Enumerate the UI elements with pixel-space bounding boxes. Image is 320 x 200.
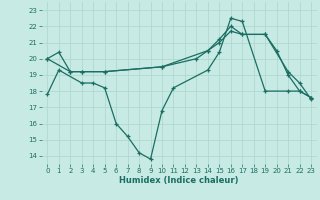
X-axis label: Humidex (Indice chaleur): Humidex (Indice chaleur) [119, 176, 239, 185]
